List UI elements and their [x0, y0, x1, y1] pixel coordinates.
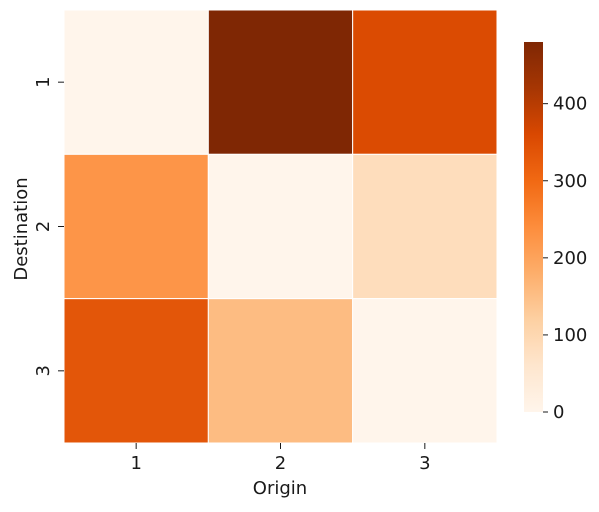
colorbar-tick-label: 0 [553, 402, 564, 423]
heatmap-cell-r1-c3 [352, 9, 498, 155]
colorbar [524, 42, 543, 412]
x-tick-label: 3 [419, 453, 430, 474]
heatmap-cell-r2-c1 [63, 153, 209, 300]
x-tick-label: 1 [130, 453, 141, 474]
colorbar-ticks: 0 100 200 300 400 [543, 94, 587, 423]
heatmap-cell-r3-c2 [207, 298, 354, 444]
x-tick-label: 2 [275, 453, 286, 474]
y-tick-label: 2 [33, 221, 54, 232]
heatmap-cell-r1-c2 [207, 9, 354, 155]
heatmap-cell-r2-c3 [352, 153, 498, 300]
heatmap-cell-r3-c3 [352, 298, 498, 444]
heatmap-cell-r2-c2 [207, 153, 354, 300]
y-tick-label: 3 [33, 365, 54, 376]
y-axis-label: Destination [11, 177, 32, 280]
colorbar-tick-label: 200 [553, 248, 587, 269]
colorbar-tick-label: 400 [553, 94, 587, 115]
x-axis-label: Origin [253, 478, 307, 499]
y-axis-ticks: 1 2 3 [33, 76, 64, 377]
heatmap-cell-r3-c1 [63, 298, 209, 444]
colorbar-tick-label: 300 [553, 171, 587, 192]
heatmap-cell-r1-c1 [63, 9, 209, 155]
y-tick-label: 1 [33, 76, 54, 87]
x-axis-ticks: 1 2 3 [130, 442, 431, 474]
heatmap-cells [63, 9, 498, 444]
colorbar-tick-label: 100 [553, 325, 587, 346]
